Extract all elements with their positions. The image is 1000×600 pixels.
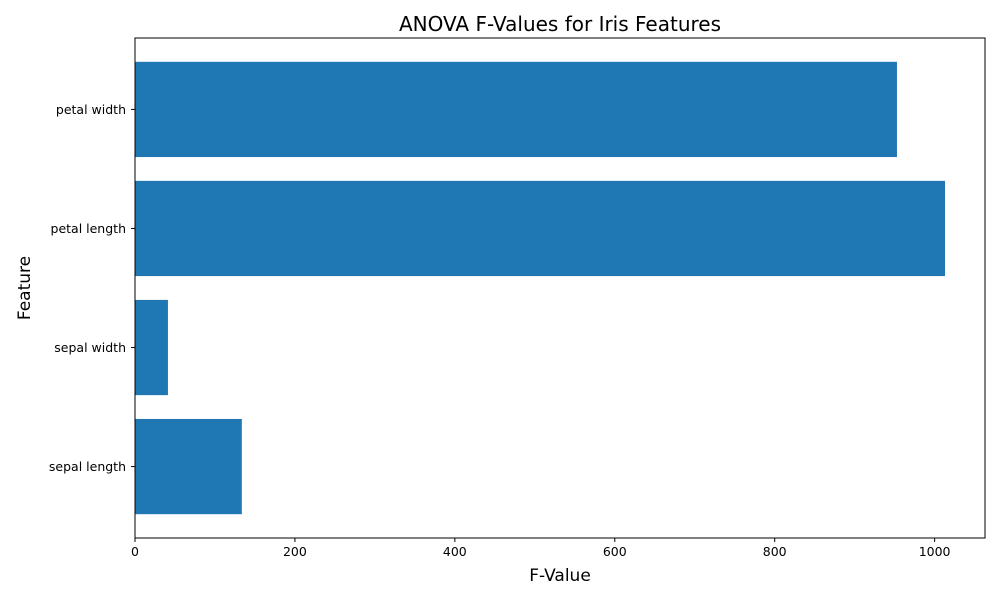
x-axis-title: F-Value <box>529 566 591 586</box>
x-tick-label: 200 <box>283 544 307 559</box>
y-tick-label: petal width <box>56 102 126 117</box>
x-axis-ticks: 0 200 400 600 800 1000 <box>131 538 951 559</box>
y-axis-ticks: sepal length sepal width petal length petal… <box>49 102 135 474</box>
x-tick-label: 1000 <box>919 544 951 559</box>
y-tick-label: petal length <box>51 221 126 236</box>
x-tick-label: 400 <box>443 544 467 559</box>
y-tick-label: sepal width <box>54 340 126 355</box>
bar-petal-width <box>135 61 897 158</box>
y-axis-title: Feature <box>15 256 35 320</box>
y-tick-label: sepal length <box>49 459 126 474</box>
x-tick-label: 0 <box>131 544 139 559</box>
plot-frame <box>134 37 986 539</box>
bar-petal-length <box>135 180 946 277</box>
bars-group <box>135 61 946 515</box>
chart-title: ANOVA F-Values for Iris Features <box>399 12 721 36</box>
x-tick-label: 600 <box>603 544 627 559</box>
bar-sepal-width <box>135 299 168 396</box>
bar-sepal-length <box>135 418 242 515</box>
x-tick-label: 800 <box>763 544 787 559</box>
